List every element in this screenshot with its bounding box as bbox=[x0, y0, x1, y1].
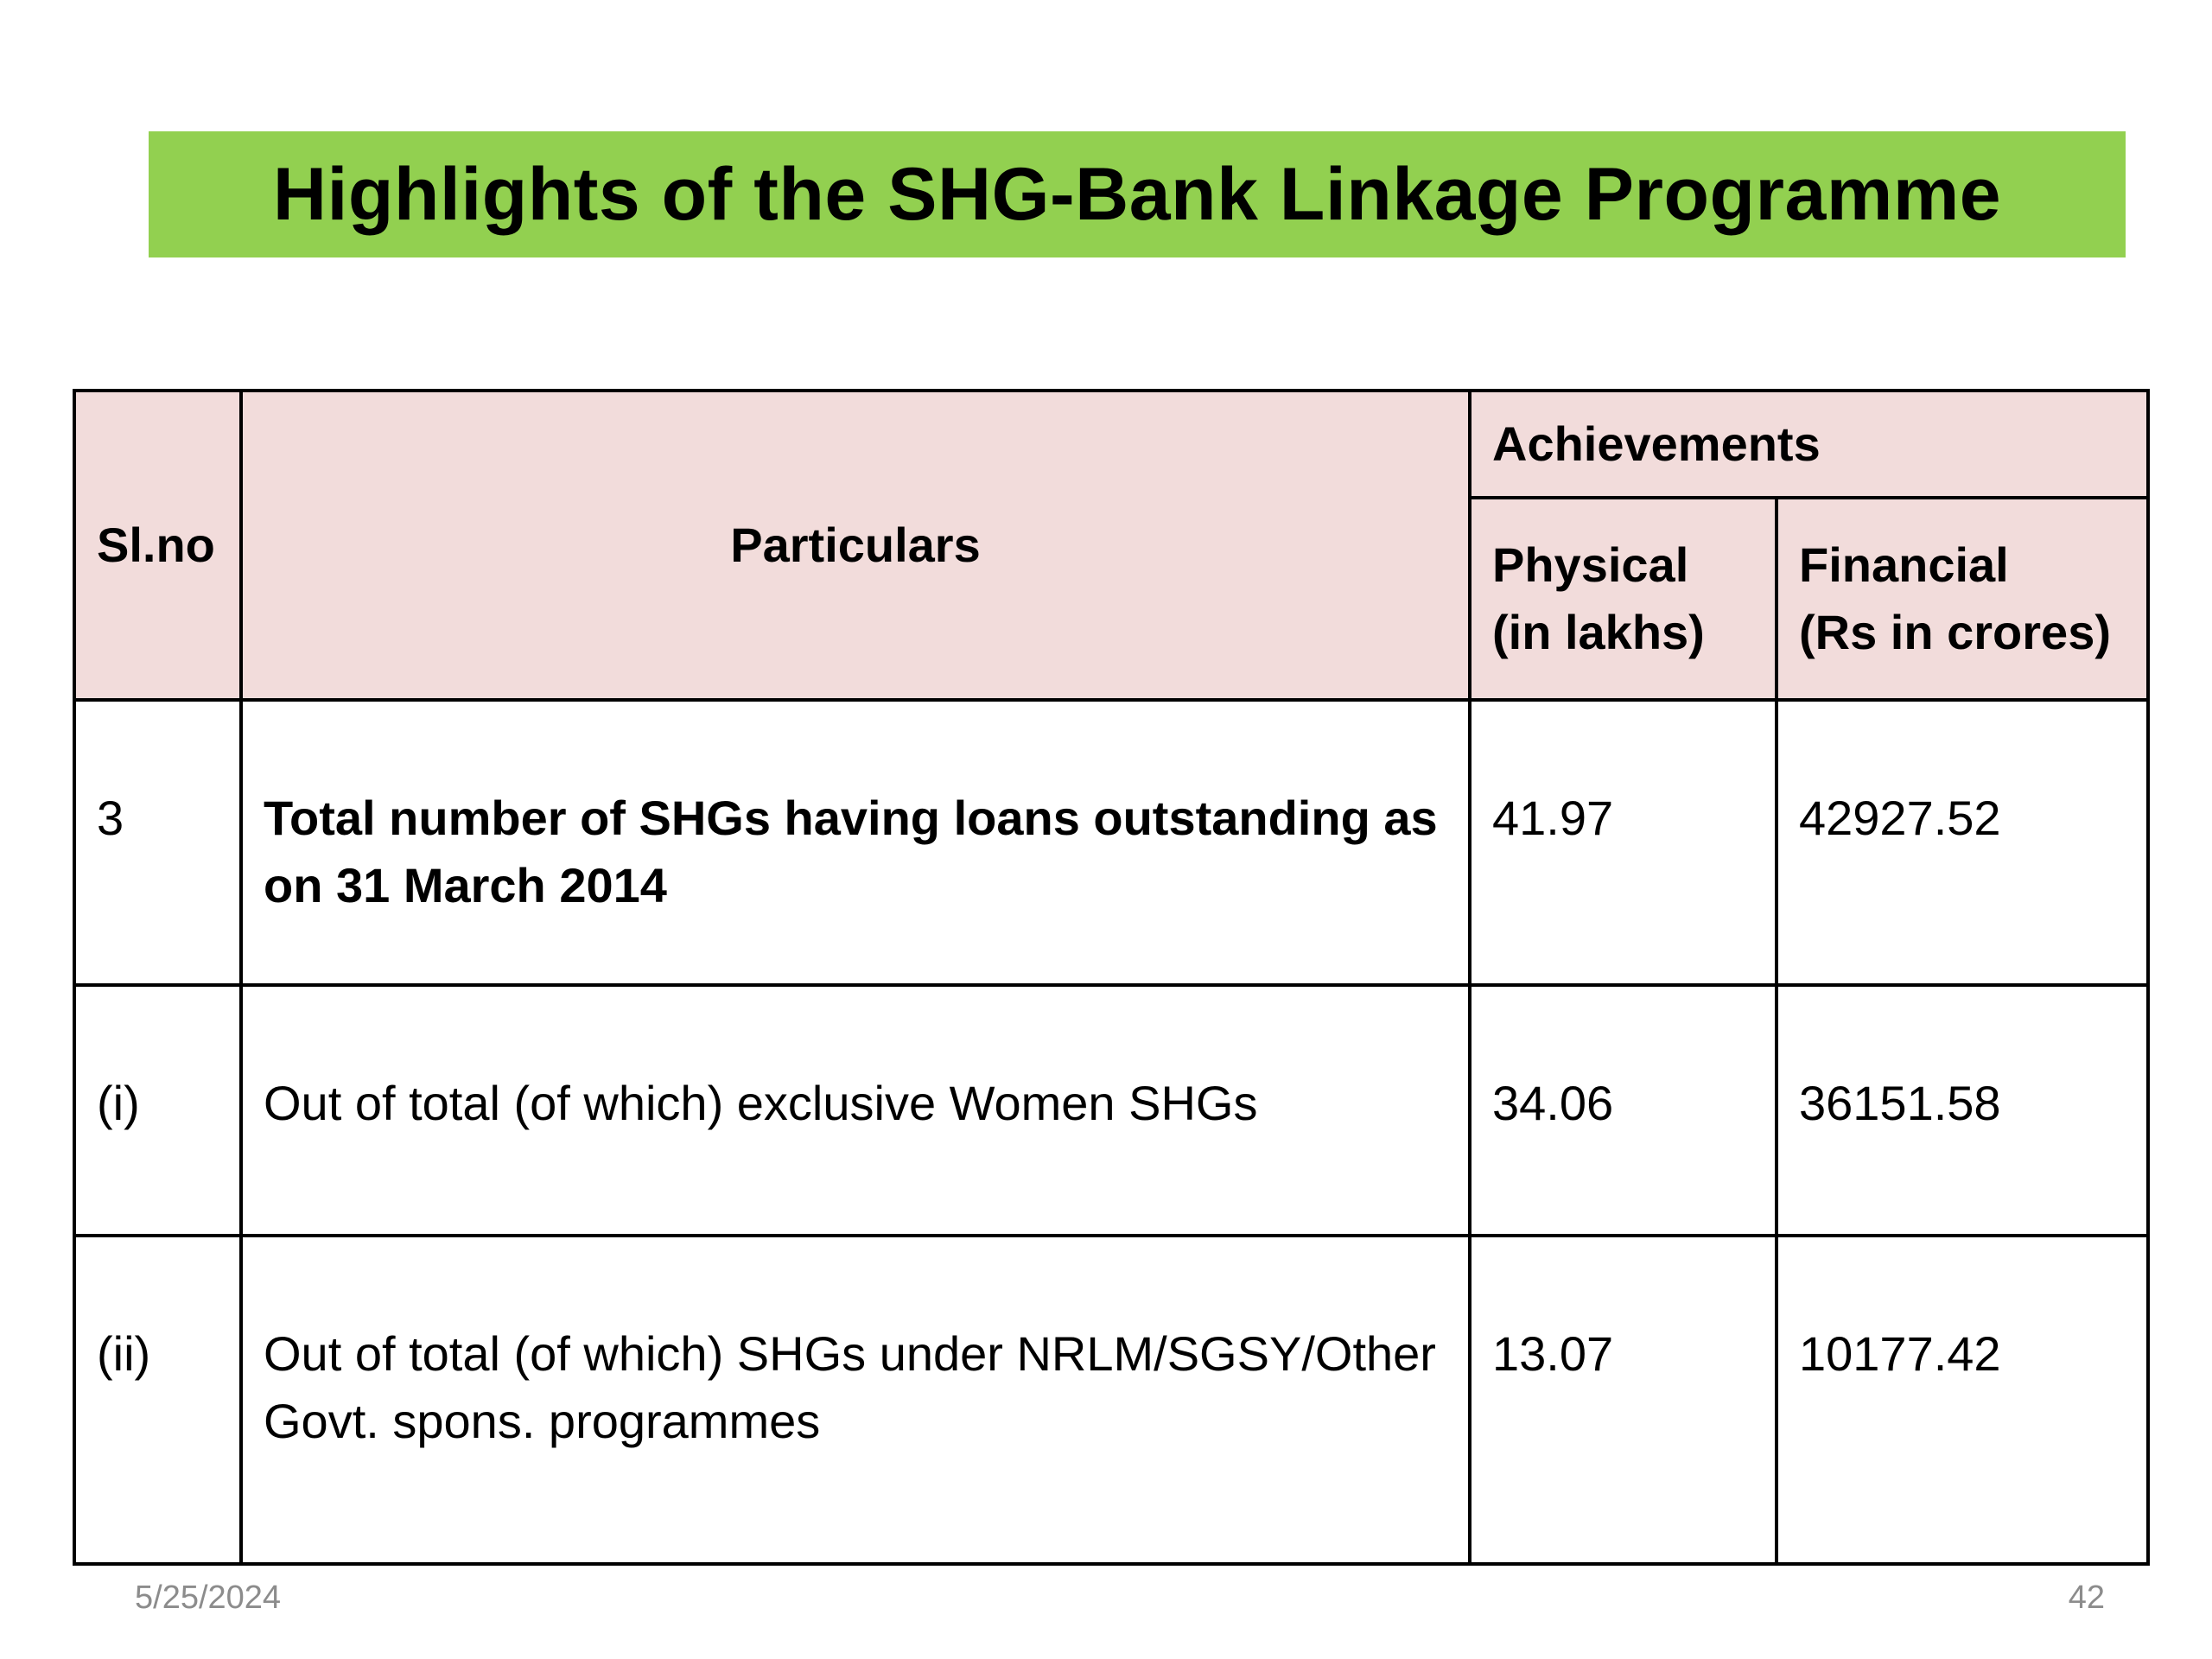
title-banner: Highlights of the SHG-Bank Linkage Progr… bbox=[149, 131, 2126, 257]
header-financial-line1: Financial bbox=[1799, 537, 2009, 592]
row-financial: 10177.42 bbox=[1774, 1234, 2151, 1566]
header-physical: Physical (in lakhs) bbox=[1468, 496, 1778, 702]
header-financial: Financial (Rs in crores) bbox=[1774, 496, 2151, 702]
table-row: (i) Out of total (of which) exclusive Wo… bbox=[73, 983, 2151, 1237]
header-row-1: Sl.no Particulars Achievements bbox=[73, 389, 2151, 702]
row-physical: 13.07 bbox=[1468, 1234, 1778, 1566]
row-particulars: Total number of SHGs having loans outsta… bbox=[239, 698, 1471, 987]
shg-highlights-table: Sl.no Particulars Achievements Physical … bbox=[73, 389, 2151, 1566]
header-physical-line1: Physical bbox=[1492, 537, 1689, 592]
row-financial: 42927.52 bbox=[1774, 698, 2151, 987]
header-physical-line2: (in lakhs) bbox=[1492, 605, 1705, 659]
table-row: (ii) Out of total (of which) SHGs under … bbox=[73, 1234, 2151, 1566]
header-row-2: Physical (in lakhs) Financial (Rs in cro… bbox=[74, 496, 2151, 702]
header-financial-line2: (Rs in crores) bbox=[1799, 605, 2111, 659]
header-particulars: Particulars bbox=[239, 389, 1471, 702]
slide-title: Highlights of the SHG-Bank Linkage Progr… bbox=[272, 152, 2002, 236]
row-particulars: Out of total (of which) SHGs under NRLM/… bbox=[239, 1234, 1471, 1566]
row-financial: 36151.58 bbox=[1774, 983, 2151, 1237]
row-physical: 34.06 bbox=[1468, 983, 1778, 1237]
row-sl-no: (i) bbox=[73, 983, 243, 1237]
header-sl-no: Sl.no bbox=[73, 389, 243, 702]
row-sl-no: 3 bbox=[73, 698, 243, 987]
footer-date: 5/25/2024 bbox=[135, 1580, 282, 1616]
page-number: 42 bbox=[2068, 1580, 2105, 1616]
header-achievements: Achievements bbox=[1467, 389, 2151, 499]
row-physical: 41.97 bbox=[1468, 698, 1778, 987]
row-sl-no: (ii) bbox=[73, 1234, 243, 1566]
row-particulars: Out of total (of which) exclusive Women … bbox=[239, 983, 1471, 1237]
table-row: 3 Total number of SHGs having loans outs… bbox=[73, 698, 2151, 987]
